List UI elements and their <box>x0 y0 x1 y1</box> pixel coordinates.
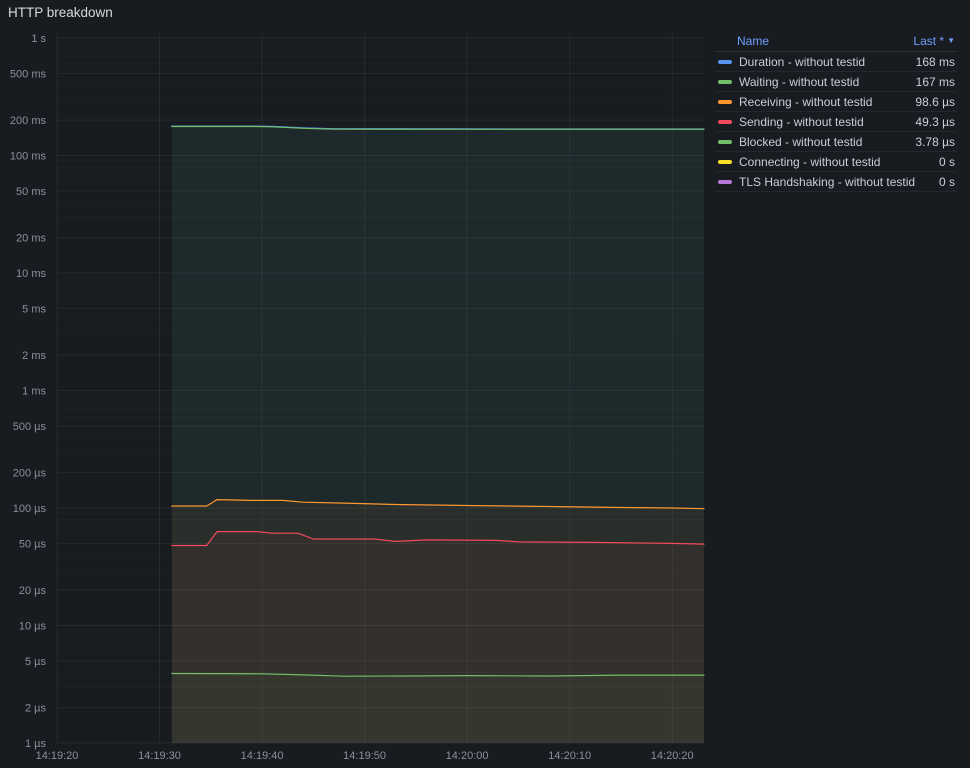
series-fill <box>171 126 705 744</box>
y-axis-label: 500 ms <box>10 68 47 80</box>
series-label: Connecting - without testid <box>739 154 881 169</box>
series-color-swatch <box>718 119 732 124</box>
legend-row[interactable]: Connecting - without testid 0 s <box>716 152 957 172</box>
series-last-value: 167 ms <box>915 74 955 89</box>
x-axis-label: 14:20:10 <box>548 750 591 762</box>
series-last-value: 49.3 µs <box>915 114 955 129</box>
y-axis-label: 5 µs <box>25 656 47 668</box>
time-series-chart[interactable]: 1 s 500 ms 200 ms 100 ms 50 ms 20 ms 10 ms 5 ms… <box>0 0 710 768</box>
series-label: TLS Handshaking - without testid <box>739 174 916 189</box>
series-last-value: 0 s <box>938 174 955 189</box>
series-fill <box>171 499 705 743</box>
y-axis-label: 1 µs <box>25 738 47 750</box>
legend-row[interactable]: Receiving - without testid 98.6 µs <box>716 92 957 112</box>
y-axis-label: 20 ms <box>16 233 46 245</box>
series-color-swatch <box>718 159 732 164</box>
y-axis-label: 5 ms <box>22 303 46 315</box>
y-axis-label: 500 µs <box>13 421 47 433</box>
y-axis-label: 20 µs <box>19 585 47 597</box>
series-label: Duration - without testid <box>739 54 866 69</box>
series-color-swatch <box>718 99 732 104</box>
series-color-swatch <box>718 79 732 84</box>
legend-header: Name Last * ▼ <box>716 30 957 52</box>
y-axis-label: 1 ms <box>22 386 46 398</box>
chart-canvas[interactable]: 1 s 500 ms 200 ms 100 ms 50 ms 20 ms 10 ms 5 ms… <box>0 0 710 768</box>
y-axis-label: 10 µs <box>19 621 47 633</box>
y-axis-label: 10 ms <box>16 268 46 280</box>
y-axis-label: 2 µs <box>25 703 47 715</box>
legend-row[interactable]: Duration - without testid 168 ms <box>716 52 957 72</box>
series-color-swatch <box>718 179 732 184</box>
y-axis-label: 50 µs <box>19 538 47 550</box>
x-axis-label: 14:20:00 <box>446 750 489 762</box>
legend-table: Name Last * ▼ Duration - without testid 1… <box>716 30 957 192</box>
y-axis-label: 200 µs <box>13 468 47 480</box>
legend-row[interactable]: Blocked - without testid 3.78 µs <box>716 132 957 152</box>
x-axis-label: 14:19:50 <box>343 750 386 762</box>
series-line[interactable] <box>171 125 705 130</box>
y-axis-label: 2 ms <box>22 350 46 362</box>
series-last-value: 168 ms <box>915 54 955 69</box>
y-axis-label: 100 µs <box>13 503 47 515</box>
legend-column-value: Last * <box>913 33 945 48</box>
x-axis-label: 14:19:30 <box>138 750 181 762</box>
panel-title[interactable]: HTTP breakdown <box>8 5 113 20</box>
series-line[interactable] <box>171 531 705 547</box>
legend-column-name: Name <box>737 33 770 48</box>
series-fill <box>171 673 705 743</box>
series-fill <box>171 531 705 743</box>
series-line[interactable] <box>171 499 705 510</box>
legend-row[interactable]: Sending - without testid 49.3 µs <box>716 112 957 132</box>
sort-caret-down-icon: ▼ <box>947 35 955 45</box>
series-last-value: 3.78 µs <box>915 134 955 149</box>
x-axis-label: 14:19:40 <box>241 750 284 762</box>
series-line[interactable] <box>171 672 705 677</box>
y-axis-label: 100 ms <box>10 151 47 163</box>
series-color-swatch <box>718 139 732 144</box>
x-axis-label: 14:19:20 <box>36 750 79 762</box>
legend-sort-name[interactable]: Name <box>737 34 769 48</box>
legend-sort-last[interactable]: Last * ▼ <box>913 34 955 48</box>
legend-row[interactable]: TLS Handshaking - without testid 0 s <box>716 172 957 192</box>
series-label: Receiving - without testid <box>739 94 873 109</box>
y-axis-label: 200 ms <box>10 115 47 127</box>
series-color-swatch <box>718 59 732 64</box>
y-axis-label: 50 ms <box>16 186 46 198</box>
y-axis-label: 1 s <box>31 33 46 45</box>
legend-rows: Duration - without testid 168 ms Waiting -… <box>716 52 957 192</box>
series-fill <box>171 126 705 743</box>
series-label: Waiting - without testid <box>739 74 860 89</box>
series-label: Sending - without testid <box>739 114 864 129</box>
series-last-value: 98.6 µs <box>915 94 955 109</box>
series-last-value: 0 s <box>938 154 955 169</box>
x-axis-label: 14:20:20 <box>651 750 694 762</box>
series-label: Blocked - without testid <box>739 134 863 149</box>
legend-row[interactable]: Waiting - without testid 167 ms <box>716 72 957 92</box>
